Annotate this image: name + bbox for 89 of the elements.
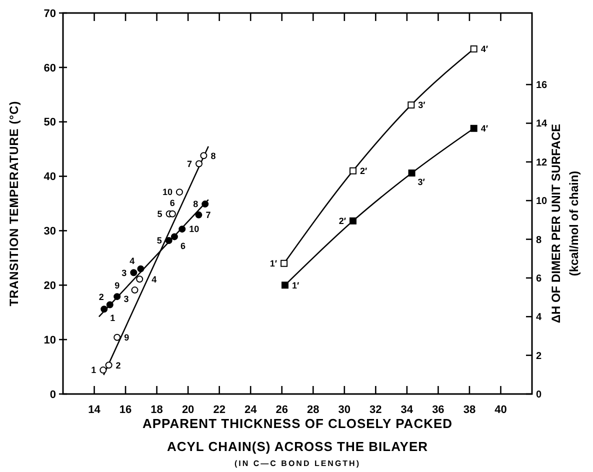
point — [200, 152, 208, 160]
y-tick-label: 70 — [44, 8, 56, 20]
point — [131, 286, 138, 294]
x-tick-label: 16 — [119, 404, 132, 416]
annotation: 3 — [124, 294, 129, 304]
x-tick-label: 38 — [463, 404, 476, 416]
annotation: 1 — [91, 365, 96, 376]
point — [178, 226, 186, 233]
annotation: 2′ — [360, 166, 368, 176]
point — [136, 276, 144, 283]
y2-tick-label: 8 — [536, 234, 542, 246]
y2-axis-title: ΔH OF DIMER PER UNIT SURFACE (kcal/mol of chain) — [549, 124, 581, 324]
y-tick-label: 50 — [44, 116, 56, 129]
annotation: 3′ — [418, 177, 425, 188]
point — [130, 269, 138, 276]
x-axis-title: APPARENT THICKNESS OF CLOSELY PACKED ACYL CHAIN(S) ACROSS THE BILAYER (IN C—C BOND LENGTH) — [142, 416, 453, 468]
point — [470, 124, 478, 132]
point — [176, 188, 183, 196]
annotation: 4′ — [480, 124, 488, 134]
annotation: 6 — [170, 198, 175, 208]
point — [100, 306, 108, 313]
point — [350, 217, 356, 224]
annotation: 2′ — [338, 216, 346, 226]
y-tick-label: 20 — [44, 280, 56, 292]
annotation: 2 — [116, 360, 121, 370]
y2-tick-label: 0 — [536, 390, 542, 400]
annotation: 3 — [122, 268, 127, 278]
y-tick-label: 40 — [44, 171, 56, 184]
annotation: 6 — [180, 240, 186, 251]
annotation: 8 — [193, 199, 198, 210]
x-tick-label: 34 — [400, 404, 414, 416]
point — [106, 301, 114, 308]
y-tick-label: 0 — [50, 388, 56, 401]
annotation: 2 — [98, 292, 104, 302]
y2-tick-label: 6 — [536, 273, 542, 284]
y2-tick-label: 2 — [536, 350, 542, 362]
y2-tick-label: 4 — [536, 312, 542, 324]
point — [105, 362, 112, 369]
y2-tick-label: 14 — [536, 118, 548, 130]
point — [137, 265, 144, 272]
annotation: 10 — [189, 224, 200, 234]
x-tick-label: 14 — [88, 404, 102, 416]
annotation: 5 — [157, 208, 162, 219]
point — [196, 160, 203, 168]
annotation: 4 — [130, 256, 135, 266]
y-tick-label: 10 — [44, 334, 56, 346]
x-tick-label: 40 — [494, 404, 507, 416]
point — [114, 293, 121, 300]
x-tick-label: 36 — [432, 404, 444, 416]
annotation: 3′ — [418, 100, 426, 110]
y-tick-label: 60 — [44, 62, 56, 74]
point — [350, 167, 356, 174]
point — [114, 334, 121, 341]
point — [280, 260, 288, 267]
point — [408, 170, 416, 177]
x-tick-label: 32 — [370, 404, 382, 416]
point — [408, 101, 415, 108]
y2-tick-label: 16 — [536, 80, 548, 92]
point — [165, 237, 172, 244]
point — [170, 233, 178, 240]
annotation: 4′ — [480, 44, 488, 54]
y2-tick-label: 12 — [536, 157, 548, 168]
point — [195, 211, 202, 218]
point — [281, 282, 288, 289]
y-tick-label: 30 — [44, 226, 56, 238]
annotation: 4 — [152, 274, 157, 284]
annotation: 5 — [156, 236, 162, 246]
x-tick-label: 30 — [338, 404, 351, 416]
point — [168, 210, 176, 218]
y2-tick-label: 10 — [536, 196, 548, 208]
annotation: 1′ — [292, 280, 300, 290]
annotation: 1′ — [270, 258, 278, 269]
y-axis-title: TRANSITION TEMPERATURE (°C) — [7, 100, 21, 306]
annotation: 1 — [110, 313, 116, 324]
point — [100, 366, 107, 374]
x-tick-label: 20 — [182, 404, 194, 416]
point — [202, 200, 209, 208]
annotation: 9 — [114, 280, 120, 291]
x-tick-label: 28 — [307, 404, 320, 416]
annotation: 7 — [206, 210, 211, 220]
annotation: 7 — [186, 158, 192, 169]
annotation: 8 — [210, 150, 216, 161]
x-tick-label: 18 — [150, 404, 163, 416]
point — [470, 45, 478, 52]
x-tick-label: 22 — [213, 404, 226, 416]
x-tick-label: 26 — [276, 404, 288, 416]
annotation: 9 — [124, 332, 130, 343]
annotation: 10 — [162, 187, 172, 198]
x-tick-label: 24 — [244, 404, 258, 416]
